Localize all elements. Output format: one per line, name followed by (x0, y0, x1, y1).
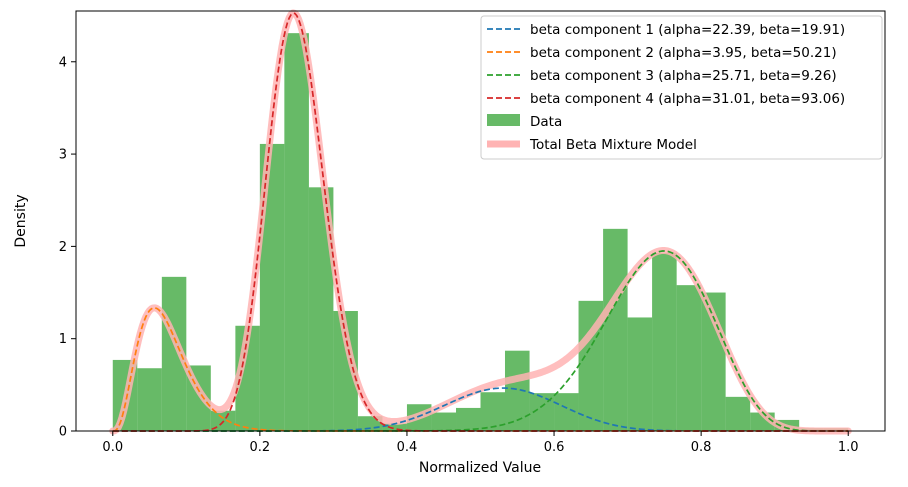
histogram-bar (284, 33, 309, 432)
x-tick-label: 0.0 (102, 440, 123, 455)
legend-swatch-data (487, 114, 520, 126)
legend-label-component-2: beta component 2 (alpha=3.95, beta=50.21… (530, 45, 837, 61)
y-tick-label: 2 (59, 240, 67, 255)
y-tick-label: 0 (59, 425, 67, 440)
plot-frame (75, 10, 886, 432)
legend-label-data: Data (530, 114, 562, 130)
legend-label-component-4: beta component 4 (alpha=31.01, beta=93.0… (530, 91, 845, 107)
histogram-bar (652, 252, 677, 431)
x-tick-label: 0.4 (397, 440, 418, 455)
legend-box (480, 15, 883, 160)
y-axis: 0 1 2 3 4 (59, 55, 76, 440)
x-tick-label: 0.2 (250, 440, 271, 455)
histogram-bar (627, 317, 653, 431)
histogram-bar (676, 285, 702, 431)
x-axis: 0.0 0.2 0.4 0.6 0.8 1.0 (102, 431, 859, 455)
y-tick-label: 4 (59, 55, 67, 70)
histogram-bar (725, 396, 751, 431)
x-axis-label: Normalized Value (419, 460, 541, 476)
legend: beta component 1 (alpha=22.39, beta=19.9… (480, 15, 883, 160)
y-axis-label: Density (13, 194, 29, 247)
x-tick-label: 0.6 (544, 440, 565, 455)
x-tick-label: 1.0 (838, 440, 859, 455)
legend-label-component-1: beta component 1 (alpha=22.39, beta=19.9… (530, 22, 845, 38)
legend-label-component-3: beta component 3 (alpha=25.71, beta=9.26… (530, 68, 837, 84)
x-tick-label: 0.8 (691, 440, 712, 455)
histogram-bar (504, 350, 530, 431)
y-tick-label: 1 (59, 332, 67, 347)
histogram-bar (382, 423, 407, 431)
histogram-bar (603, 228, 628, 431)
histogram-bar (456, 407, 481, 431)
y-tick-label: 3 (59, 148, 67, 163)
histogram-bar (431, 412, 457, 431)
legend-label-total: Total Beta Mixture Model (529, 137, 697, 153)
histogram-bar (137, 368, 162, 431)
